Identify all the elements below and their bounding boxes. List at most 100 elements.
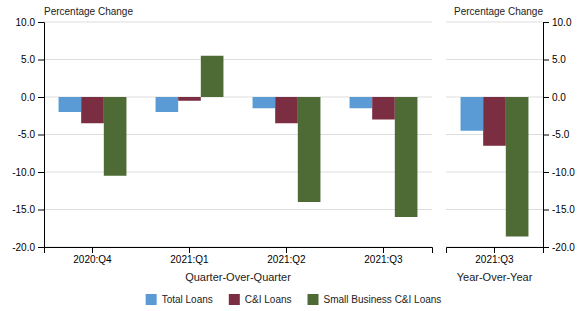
y-axis: -20.0 -15.0 -10.0 -5.0 0.0 5.0 10.0 bbox=[543, 17, 575, 253]
axis-line bbox=[447, 248, 544, 254]
grid-line bbox=[44, 209, 432, 210]
y-tick-label: 5.0 bbox=[552, 54, 566, 65]
bar bbox=[298, 97, 321, 202]
y-tick: -20.0 bbox=[543, 242, 575, 253]
y-tick-label: -20.0 bbox=[552, 242, 575, 253]
y-label: Percentage Change bbox=[454, 6, 543, 17]
bar bbox=[506, 97, 529, 237]
bar bbox=[81, 97, 104, 123]
tick-mark bbox=[38, 172, 44, 173]
x-tick: 2021:Q3 bbox=[364, 247, 403, 265]
x-tick-label: 2021:Q1 bbox=[170, 254, 209, 265]
y-tick-label: -15.0 bbox=[12, 204, 35, 215]
x-axis: 2021:Q3 bbox=[447, 247, 544, 265]
bar bbox=[253, 97, 276, 108]
tick-mark bbox=[543, 97, 549, 98]
grid-line bbox=[44, 134, 432, 135]
tick-mark bbox=[286, 247, 287, 253]
panel: 2020:Q4 2021:Q1 2021:Q2 2021:Q3 -20.0 -15.0 -1… bbox=[12, 6, 432, 283]
x-tick-label: 2021:Q2 bbox=[267, 254, 306, 265]
bar bbox=[461, 97, 484, 131]
y-tick-label: 5.0 bbox=[21, 54, 35, 65]
legend-item: Total Loans bbox=[146, 294, 213, 305]
x-label: Year-Over-Year bbox=[457, 271, 533, 283]
y-tick: -5.0 bbox=[543, 129, 570, 140]
tick-mark bbox=[38, 135, 44, 136]
y-tick: -10.0 bbox=[12, 167, 44, 178]
y-label: Percentage Change bbox=[44, 6, 133, 17]
bar bbox=[372, 97, 395, 120]
y-tick-label: -10.0 bbox=[12, 167, 35, 178]
grid bbox=[446, 22, 543, 247]
tick-mark bbox=[383, 247, 384, 253]
x-tick: 2021:Q1 bbox=[170, 247, 209, 265]
x-tick-label: 2021:Q3 bbox=[364, 254, 403, 265]
grid-line bbox=[44, 172, 432, 173]
tick-mark bbox=[543, 172, 549, 173]
y-tick-label: -20.0 bbox=[12, 242, 35, 253]
x-tick: 2021:Q2 bbox=[267, 247, 306, 265]
bar bbox=[395, 97, 418, 217]
tick-mark bbox=[38, 60, 44, 61]
bar bbox=[104, 97, 127, 176]
bar bbox=[178, 97, 201, 101]
tick-mark bbox=[543, 247, 549, 248]
y-axis: -20.0 -15.0 -10.0 -5.0 0.0 5.0 10.0 bbox=[12, 17, 44, 253]
tick-mark bbox=[38, 97, 44, 98]
tick-mark bbox=[543, 210, 549, 211]
legend-label: C&I Loans bbox=[245, 294, 292, 305]
bar bbox=[483, 97, 506, 146]
tick-mark bbox=[189, 247, 190, 253]
chart: 2020:Q4 2021:Q1 2021:Q2 2021:Q3 -20.0 -15.0 -1… bbox=[0, 0, 587, 311]
y-tick: -10.0 bbox=[543, 167, 575, 178]
y-tick: 0.0 bbox=[543, 92, 566, 103]
tick-mark bbox=[92, 247, 93, 253]
x-tick-label: 2021:Q3 bbox=[475, 254, 514, 265]
legend-label: Total Loans bbox=[162, 294, 213, 305]
tick-mark bbox=[38, 210, 44, 211]
y-tick: 5.0 bbox=[543, 54, 566, 65]
y-tick: 10.0 bbox=[16, 17, 44, 28]
tick-mark bbox=[38, 22, 44, 23]
x-tick-label: 2020:Q4 bbox=[73, 254, 112, 265]
y-tick: 0.0 bbox=[21, 92, 44, 103]
y-tick-label: -10.0 bbox=[552, 167, 575, 178]
grid bbox=[44, 22, 432, 247]
bars bbox=[59, 56, 418, 217]
x-axis: 2020:Q4 2021:Q1 2021:Q2 2021:Q3 bbox=[45, 247, 433, 265]
y-tick-label: 10.0 bbox=[16, 17, 36, 28]
y-tick: -20.0 bbox=[12, 242, 44, 253]
tick-mark bbox=[494, 247, 495, 253]
grid-line bbox=[44, 22, 432, 23]
y-tick: -15.0 bbox=[543, 204, 575, 215]
grid-line bbox=[44, 59, 432, 60]
axis-line bbox=[544, 23, 550, 248]
y-tick-label: 10.0 bbox=[552, 17, 572, 28]
y-tick-label: -15.0 bbox=[552, 204, 575, 215]
x-tick: 2021:Q3 bbox=[475, 247, 514, 265]
bar bbox=[201, 56, 224, 97]
legend-swatch bbox=[308, 294, 319, 305]
x-label: Quarter-Over-Quarter bbox=[185, 271, 291, 283]
grid-line bbox=[446, 59, 543, 60]
grid-line bbox=[446, 22, 543, 23]
y-tick: -5.0 bbox=[18, 129, 44, 140]
panel: 2021:Q3 -20.0 -15.0 -10.0 -5.0 0.0 5.0 10.0 Perc… bbox=[446, 6, 575, 283]
y-tick-label: -5.0 bbox=[18, 129, 36, 140]
y-tick: -15.0 bbox=[12, 204, 44, 215]
legend-swatch bbox=[229, 294, 240, 305]
legend-item: Small Business C&I Loans bbox=[308, 294, 442, 305]
tick-mark bbox=[38, 247, 44, 248]
bars bbox=[461, 97, 529, 237]
y-tick: 5.0 bbox=[21, 54, 44, 65]
x-tick: 2020:Q4 bbox=[73, 247, 112, 265]
y-tick-label: -5.0 bbox=[552, 129, 570, 140]
tick-mark bbox=[543, 135, 549, 136]
legend-item: C&I Loans bbox=[229, 294, 292, 305]
y-tick-label: 0.0 bbox=[21, 92, 35, 103]
tick-mark bbox=[543, 60, 549, 61]
bar bbox=[275, 97, 298, 123]
legend-swatch bbox=[146, 294, 157, 305]
legend-label: Small Business C&I Loans bbox=[324, 294, 442, 305]
tick-mark bbox=[543, 22, 549, 23]
